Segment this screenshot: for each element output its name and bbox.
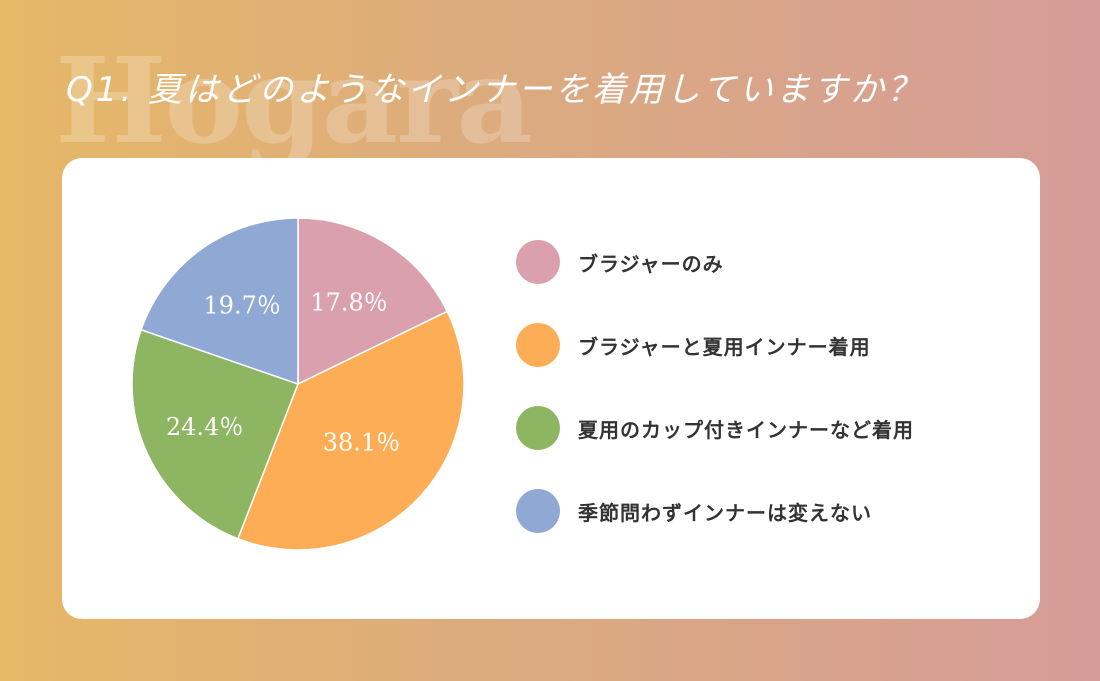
legend-item: ブラジャーのみ [516, 240, 914, 284]
legend-swatch [516, 240, 560, 284]
slice-value-label: 38.1％ [323, 428, 400, 456]
legend-swatch [516, 323, 560, 367]
pie-slice [131, 328, 299, 540]
legend-label: ブラジャーのみ [578, 251, 724, 276]
legend-swatch [516, 489, 560, 533]
pie-slice [297, 217, 449, 386]
legend-swatch [516, 406, 560, 450]
slice-value-label: 17.8％ [310, 288, 387, 316]
pie-slice [140, 217, 299, 386]
slice-value-label: 24.4％ [166, 413, 243, 441]
slice-value-label: 19.7％ [203, 292, 280, 320]
pie-chart: 17.8％ 38.1％ 24.4％ 19.7％ [130, 216, 466, 552]
question-title: Q1. 夏はどのようなインナーを着用していますか？ [66, 70, 924, 110]
pie-svg: 17.8％ 38.1％ 24.4％ 19.7％ [131, 217, 465, 551]
legend-item: 夏用のカップ付きインナーなど着用 [516, 406, 914, 450]
brand-watermark: Hogara [55, 31, 533, 170]
legend-item: 季節問わずインナーは変えない [516, 489, 914, 533]
legend: ブラジャーのみブラジャーと夏用インナー着用夏用のカップ付きインナーなど着用 季節問… [516, 240, 914, 533]
legend-label: 夏用のカップ付きインナーなど着用 [578, 417, 914, 442]
legend-item: ブラジャーと夏用インナー着用 [516, 323, 914, 367]
legend-label: 季節問わずインナーは変えない [578, 500, 872, 525]
chart-card: 17.8％ 38.1％ 24.4％ 19.7％ ブラジャーのみブラジャーと夏用インナー… [62, 158, 1040, 619]
pie-slice [236, 310, 465, 551]
legend-label: ブラジャーと夏用インナー着用 [578, 334, 871, 359]
